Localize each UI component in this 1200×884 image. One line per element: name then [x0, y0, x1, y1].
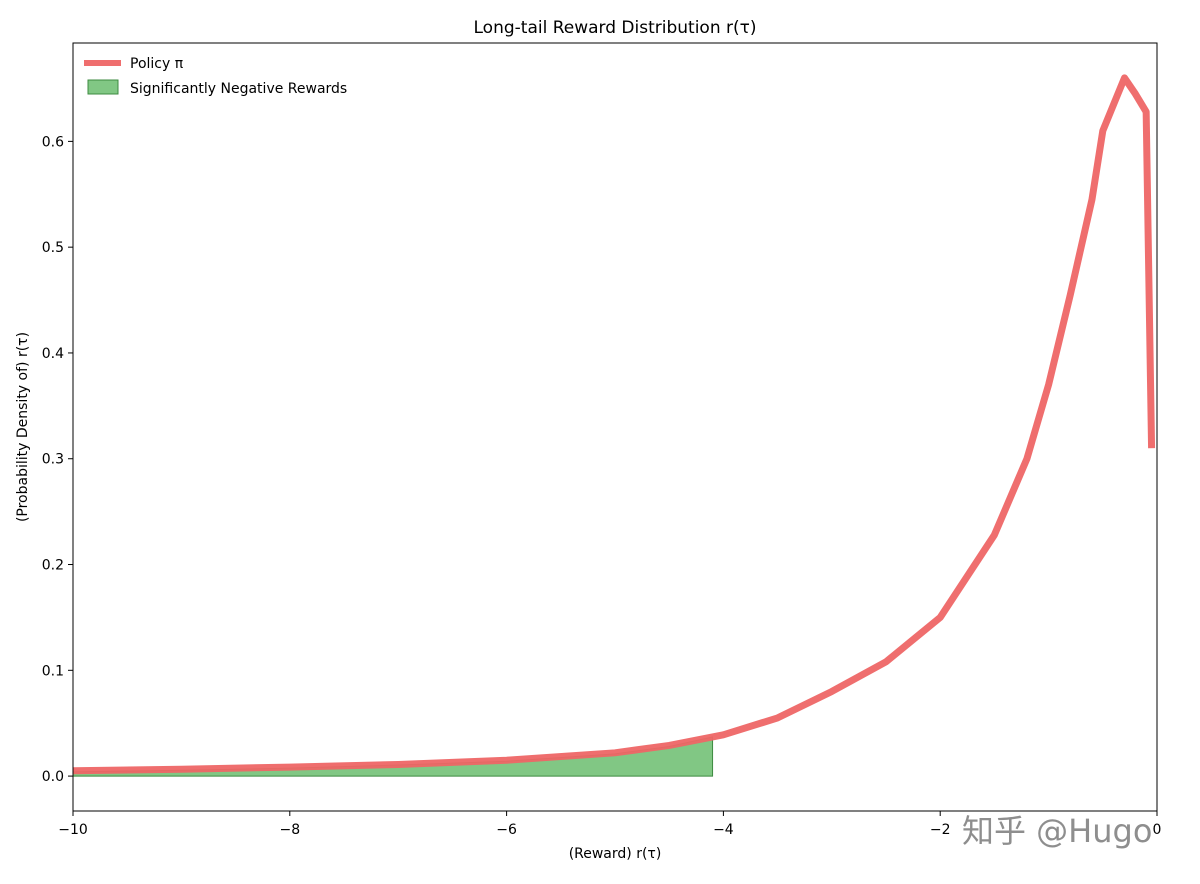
y-tick-label: 0.2 — [42, 558, 64, 574]
x-axis-ticks: −10 −8 −6 −4 −2 0 — [58, 811, 1161, 838]
chart-title: Long-tail Reward Distribution r(τ) — [474, 18, 757, 38]
legend-label-negative-rewards: Significantly Negative Rewards — [130, 81, 347, 97]
y-axis-ticks: 0.0 0.1 0.2 0.3 0.4 0.5 0.6 — [42, 134, 73, 785]
line-policy — [72, 74, 1156, 775]
y-tick-label: 0.1 — [42, 663, 64, 679]
y-tick-label: 0.5 — [42, 240, 64, 256]
x-tick-label: −8 — [279, 822, 300, 838]
x-tick-label: −10 — [58, 822, 88, 838]
legend-swatch-negative-rewards — [87, 79, 119, 95]
y-axis-label: (Probability Density of) r(τ) — [15, 332, 31, 522]
x-tick-label: −2 — [930, 822, 951, 838]
x-axis-label: (Reward) r(τ) — [569, 846, 662, 862]
y-tick-label: 0.3 — [42, 452, 64, 468]
y-tick-label: 0.6 — [42, 134, 64, 150]
x-tick-label: 0 — [1153, 822, 1162, 838]
axes-frame — [72, 42, 1158, 812]
plot-area — [72, 74, 1156, 777]
x-tick-label: −6 — [496, 822, 517, 838]
x-tick-label: −4 — [713, 822, 734, 838]
legend-label-policy: Policy π — [130, 56, 184, 72]
y-tick-label: 0.4 — [42, 346, 64, 362]
watermark: 知乎 @Hugo — [962, 812, 1152, 850]
legend: Policy π Significantly Negative Rewards — [84, 56, 347, 97]
y-tick-label: 0.0 — [42, 769, 64, 785]
